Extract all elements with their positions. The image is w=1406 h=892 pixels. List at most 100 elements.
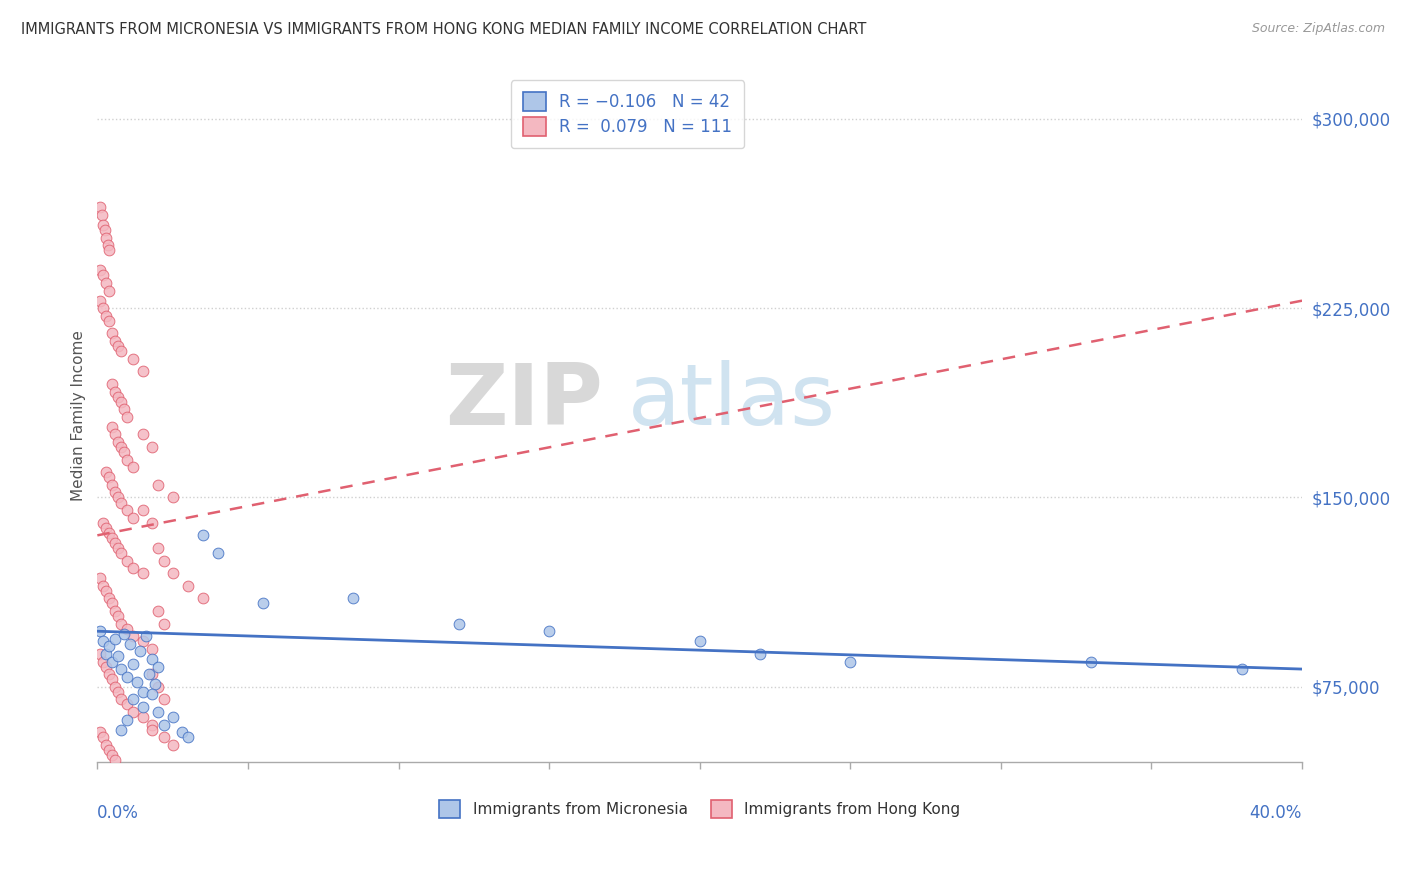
Point bbox=[141, 641, 163, 656]
Point bbox=[138, 667, 160, 681]
Point bbox=[89, 200, 111, 214]
Point bbox=[146, 478, 169, 492]
Point bbox=[98, 525, 121, 540]
Point bbox=[114, 402, 136, 417]
Point bbox=[1230, 662, 1253, 676]
Point bbox=[162, 738, 184, 752]
Point bbox=[131, 685, 153, 699]
Point bbox=[117, 409, 139, 424]
Point bbox=[98, 591, 121, 606]
Point bbox=[146, 659, 169, 673]
Point bbox=[131, 503, 153, 517]
Point bbox=[104, 753, 127, 767]
Point bbox=[101, 531, 124, 545]
Point bbox=[135, 629, 157, 643]
Point bbox=[152, 717, 174, 731]
Point bbox=[104, 680, 127, 694]
Point bbox=[177, 579, 200, 593]
Point bbox=[114, 445, 136, 459]
Text: 0.0%: 0.0% bbox=[97, 804, 139, 822]
Legend: Immigrants from Micronesia, Immigrants from Hong Kong: Immigrants from Micronesia, Immigrants f… bbox=[433, 794, 966, 824]
Point bbox=[191, 528, 214, 542]
Point bbox=[89, 624, 111, 639]
Point bbox=[141, 440, 163, 454]
Y-axis label: Median Family Income: Median Family Income bbox=[72, 330, 86, 501]
Point bbox=[110, 616, 132, 631]
Point bbox=[101, 326, 124, 341]
Point bbox=[101, 672, 124, 686]
Point bbox=[96, 521, 118, 535]
Point bbox=[101, 597, 124, 611]
Point bbox=[98, 640, 121, 654]
Point bbox=[117, 670, 139, 684]
Text: 40.0%: 40.0% bbox=[1250, 804, 1302, 822]
Point bbox=[146, 541, 169, 555]
Point bbox=[141, 652, 163, 666]
Point bbox=[141, 667, 163, 681]
Point bbox=[128, 644, 150, 658]
Point bbox=[107, 541, 129, 555]
Point bbox=[98, 470, 121, 484]
Point bbox=[110, 723, 132, 737]
Point bbox=[89, 647, 111, 661]
Point bbox=[96, 647, 118, 661]
Point bbox=[101, 478, 124, 492]
Point bbox=[122, 629, 145, 643]
Point bbox=[96, 276, 118, 290]
Point bbox=[162, 566, 184, 581]
Point bbox=[104, 536, 127, 550]
Point bbox=[110, 546, 132, 560]
Point bbox=[131, 427, 153, 442]
Point bbox=[252, 597, 274, 611]
Point bbox=[141, 687, 163, 701]
Point bbox=[110, 662, 132, 676]
Point bbox=[107, 390, 129, 404]
Point bbox=[93, 516, 115, 530]
Point bbox=[748, 647, 770, 661]
Point bbox=[101, 376, 124, 391]
Point bbox=[143, 677, 166, 691]
Text: atlas: atlas bbox=[627, 360, 835, 443]
Point bbox=[96, 230, 118, 244]
Point bbox=[117, 553, 139, 567]
Text: IMMIGRANTS FROM MICRONESIA VS IMMIGRANTS FROM HONG KONG MEDIAN FAMILY INCOME COR: IMMIGRANTS FROM MICRONESIA VS IMMIGRANTS… bbox=[21, 22, 866, 37]
Point bbox=[152, 616, 174, 631]
Point bbox=[96, 659, 118, 673]
Point bbox=[93, 634, 115, 648]
Point bbox=[117, 622, 139, 636]
Point bbox=[93, 730, 115, 744]
Point bbox=[104, 427, 127, 442]
Point bbox=[207, 546, 229, 560]
Point bbox=[152, 553, 174, 567]
Point bbox=[131, 566, 153, 581]
Point bbox=[107, 649, 129, 664]
Point bbox=[89, 571, 111, 585]
Point bbox=[97, 238, 120, 252]
Point bbox=[131, 364, 153, 378]
Point bbox=[538, 624, 561, 639]
Point bbox=[342, 591, 364, 606]
Point bbox=[141, 723, 163, 737]
Point bbox=[177, 730, 200, 744]
Point bbox=[93, 218, 115, 232]
Point bbox=[104, 604, 127, 618]
Point bbox=[447, 616, 470, 631]
Point bbox=[131, 700, 153, 714]
Point bbox=[152, 730, 174, 744]
Point bbox=[98, 314, 121, 328]
Point bbox=[110, 495, 132, 509]
Point bbox=[107, 339, 129, 353]
Point bbox=[101, 420, 124, 434]
Point bbox=[141, 516, 163, 530]
Point bbox=[107, 609, 129, 624]
Point bbox=[101, 747, 124, 762]
Point bbox=[110, 344, 132, 359]
Point bbox=[170, 725, 193, 739]
Point bbox=[89, 263, 111, 277]
Point bbox=[89, 293, 111, 308]
Point bbox=[104, 384, 127, 399]
Point bbox=[104, 334, 127, 348]
Text: ZIP: ZIP bbox=[446, 360, 603, 443]
Point bbox=[98, 667, 121, 681]
Point bbox=[162, 710, 184, 724]
